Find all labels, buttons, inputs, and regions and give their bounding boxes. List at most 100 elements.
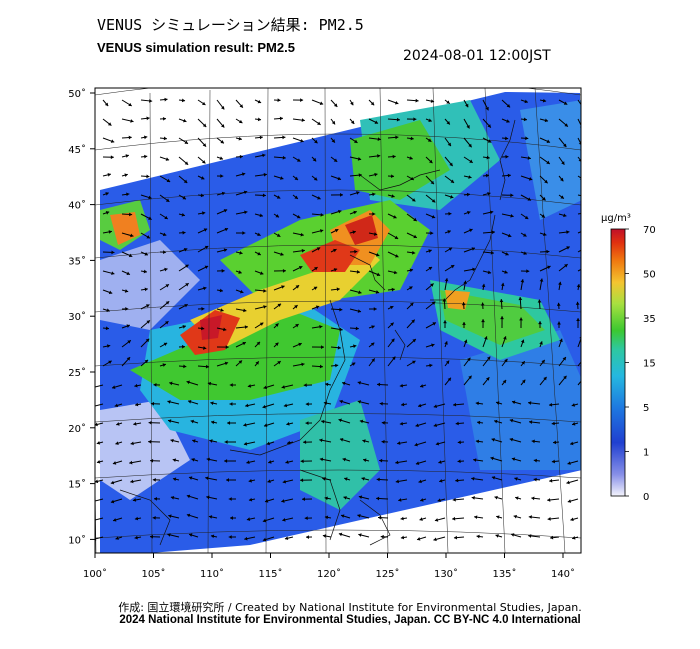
wind-arrow	[425, 283, 434, 291]
wind-arrow	[463, 210, 471, 215]
wind-arrow	[368, 154, 381, 158]
wind-arrow	[520, 213, 529, 220]
lon-label: 125˚	[375, 568, 399, 580]
wind-arrow	[96, 459, 104, 464]
colorbar-tick-label: 1	[643, 448, 649, 459]
lat-label: 45˚	[68, 144, 86, 156]
wind-arrow	[311, 364, 323, 369]
wind-arrow	[311, 118, 321, 126]
wind-arrow	[444, 264, 455, 272]
wind-arrow	[133, 422, 142, 426]
wind-arrow	[339, 437, 351, 443]
wind-arrow	[330, 248, 337, 253]
wind-arrow	[216, 137, 225, 144]
wind-arrow	[491, 476, 503, 481]
wind-arrow	[197, 286, 207, 291]
wind-arrow	[330, 99, 338, 108]
wind-arrow	[558, 230, 570, 234]
wind-arrow	[322, 534, 332, 538]
wind-arrow	[494, 495, 503, 500]
wind-arrow	[151, 401, 161, 406]
wind-arrow	[443, 320, 447, 329]
wind-arrow	[455, 421, 465, 426]
wind-arrow	[254, 288, 267, 293]
wind-arrow	[140, 154, 148, 159]
wind-arrow	[235, 289, 244, 294]
wind-arrow	[368, 118, 379, 124]
wind-arrow	[520, 339, 525, 348]
wind-arrow	[400, 535, 408, 540]
wind-arrow	[114, 403, 123, 408]
wind-arrow	[330, 327, 343, 332]
wind-arrow	[377, 382, 389, 387]
wind-arrow	[273, 251, 284, 256]
wind-arrow	[376, 477, 389, 482]
wind-arrow	[178, 175, 188, 184]
wind-arrow	[140, 338, 150, 348]
wind-arrow	[111, 384, 123, 389]
wind-arrow	[558, 338, 563, 348]
wind-arrow	[216, 361, 229, 367]
wind-arrow	[539, 278, 544, 291]
wind-arrow	[463, 156, 474, 164]
wind-arrow	[452, 516, 465, 521]
wind-arrow	[520, 269, 530, 274]
wind-arrow	[159, 136, 167, 141]
wind-arrow	[368, 99, 375, 106]
wind-arrow	[463, 247, 476, 253]
wind-arrow	[406, 250, 416, 255]
wind-arrow	[343, 496, 351, 500]
wind-arrow	[227, 421, 237, 425]
wind-arrow	[509, 418, 522, 424]
lat-label: 40˚	[68, 200, 86, 212]
wind-arrow	[452, 497, 465, 502]
wind-arrow	[330, 268, 338, 272]
wind-arrow	[121, 173, 128, 177]
wind-arrow	[406, 175, 414, 181]
wind-arrow	[235, 250, 243, 255]
wind-arrow	[528, 515, 541, 519]
wind-arrow	[247, 384, 256, 388]
wind-arrow	[444, 247, 453, 253]
colorbar-tick-label: 5	[643, 403, 649, 414]
wind-arrow	[281, 498, 294, 503]
wind-arrow	[216, 227, 229, 234]
lon-label: 100˚	[83, 568, 107, 580]
wind-arrow	[216, 99, 225, 110]
lon-label: 140˚	[551, 568, 575, 580]
wind-arrow	[482, 118, 492, 128]
wind-arrow	[425, 137, 432, 143]
wind-arrow	[112, 517, 123, 522]
wind-arrow	[178, 325, 187, 329]
wind-arrow	[243, 422, 256, 427]
wind-arrow	[387, 287, 395, 292]
wind-arrow	[273, 232, 281, 238]
wind-arrow	[482, 99, 489, 111]
wind-arrow	[463, 137, 473, 148]
wind-arrow	[305, 421, 313, 425]
wind-arrow	[330, 345, 341, 350]
wind-arrow	[140, 116, 150, 121]
wind-arrow	[444, 360, 450, 367]
wind-arrow	[558, 118, 569, 127]
wind-arrow	[538, 321, 542, 329]
wind-arrow	[319, 438, 332, 443]
wind-arrow	[121, 212, 133, 217]
wind-arrow	[381, 420, 389, 425]
wind-arrow	[444, 211, 452, 216]
wind-arrow	[235, 190, 248, 196]
wind-arrow	[197, 326, 205, 331]
wind-arrow	[273, 213, 280, 218]
wind-arrow	[437, 498, 446, 503]
wind-arrow	[197, 156, 206, 164]
wind-arrow	[528, 420, 541, 424]
wind-arrow	[311, 305, 320, 310]
wind-arrow	[500, 282, 505, 291]
wind-arrow	[254, 341, 261, 348]
wind-arrow	[282, 479, 294, 484]
wind-arrow	[159, 175, 171, 183]
wind-arrow	[349, 289, 362, 295]
wind-arrow	[178, 156, 189, 166]
wind-arrow	[159, 320, 169, 329]
